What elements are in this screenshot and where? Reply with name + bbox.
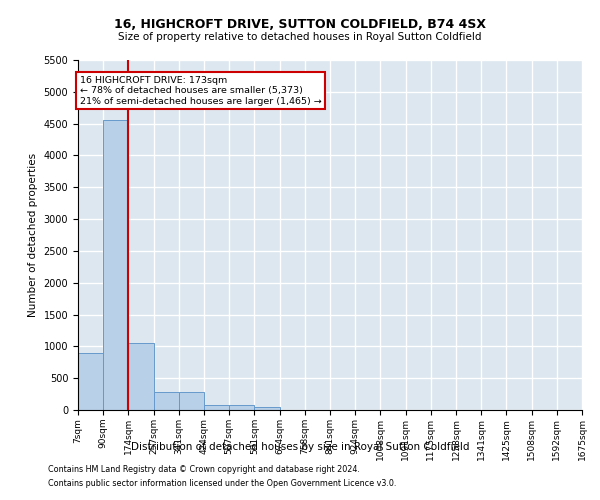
Y-axis label: Number of detached properties: Number of detached properties [28, 153, 38, 317]
Bar [128, 342, 154, 410]
Bar [103, 120, 128, 410]
Bar [154, 392, 179, 410]
Text: Distribution of detached houses by size in Royal Sutton Coldfield: Distribution of detached houses by size … [131, 442, 469, 452]
Text: 16, HIGHCROFT DRIVE, SUTTON COLDFIELD, B74 4SX: 16, HIGHCROFT DRIVE, SUTTON COLDFIELD, B… [114, 18, 486, 30]
Bar [204, 405, 229, 410]
Text: Size of property relative to detached houses in Royal Sutton Coldfield: Size of property relative to detached ho… [118, 32, 482, 42]
Text: Contains public sector information licensed under the Open Government Licence v3: Contains public sector information licen… [48, 479, 397, 488]
Bar [179, 392, 204, 410]
Bar [254, 407, 280, 410]
Bar [229, 405, 254, 410]
Bar [78, 354, 103, 410]
Text: Contains HM Land Registry data © Crown copyright and database right 2024.: Contains HM Land Registry data © Crown c… [48, 466, 360, 474]
Text: 16 HIGHCROFT DRIVE: 173sqm
← 78% of detached houses are smaller (5,373)
21% of s: 16 HIGHCROFT DRIVE: 173sqm ← 78% of deta… [80, 76, 321, 106]
